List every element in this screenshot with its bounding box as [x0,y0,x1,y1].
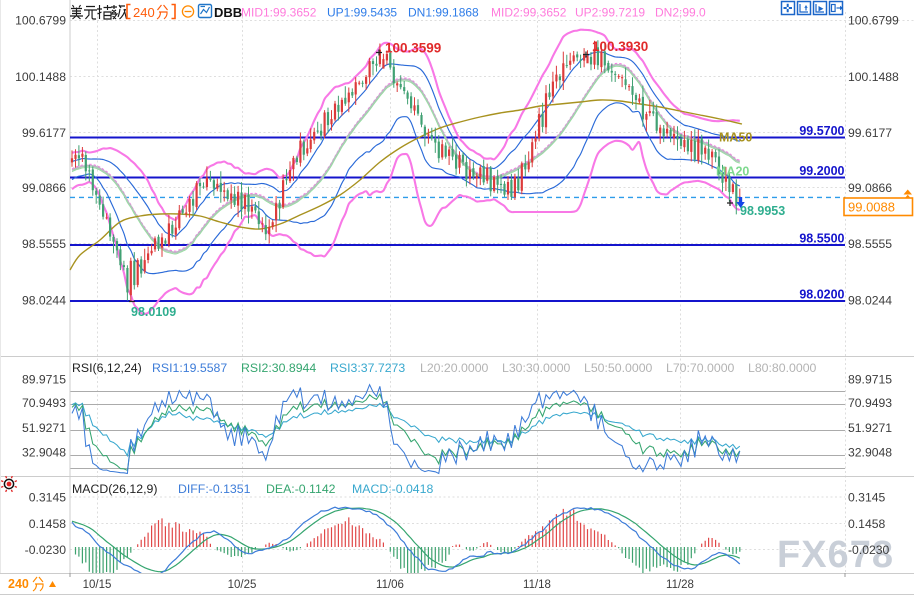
svg-text:32.9048: 32.9048 [22,446,66,460]
svg-text:100.1488: 100.1488 [848,70,899,84]
svg-text:99.6177: 99.6177 [848,126,892,140]
svg-text:10/15: 10/15 [83,579,112,591]
svg-text:UP1:99.5435: UP1:99.5435 [327,6,397,20]
svg-text:DBB: DBB [214,5,242,20]
svg-text:RSI1:19.5587: RSI1:19.5587 [152,361,227,375]
svg-text:L30:30.0000: L30:30.0000 [502,361,571,375]
svg-text:89.9715: 89.9715 [22,373,66,387]
svg-text:70.9493: 70.9493 [848,396,892,410]
svg-text:L70:70.0000: L70:70.0000 [666,361,735,375]
svg-text:RSI(6,12,24): RSI(6,12,24) [72,361,142,375]
svg-text:98.5555: 98.5555 [22,237,66,251]
svg-text:11/18: 11/18 [523,579,551,591]
svg-text:100.1488: 100.1488 [15,70,66,84]
svg-text:0.3145: 0.3145 [29,491,66,505]
svg-text:99.0088: 99.0088 [848,200,895,215]
svg-text:100.6799: 100.6799 [848,14,899,28]
svg-text:100.3930: 100.3930 [592,39,648,54]
svg-text:11/06: 11/06 [376,579,404,591]
svg-text:98.0244: 98.0244 [848,294,892,308]
svg-text:FX678: FX678 [777,534,894,576]
svg-text:0.1458: 0.1458 [848,517,885,531]
svg-text:100.3599: 100.3599 [385,41,441,56]
svg-text:DN2:99.0: DN2:99.0 [655,6,706,20]
svg-text:RSI3:37.7273: RSI3:37.7273 [330,361,405,375]
svg-text:51.9271: 51.9271 [848,421,892,435]
svg-text:-0.0230: -0.0230 [848,543,890,557]
svg-text:99.2000: 99.2000 [799,164,844,178]
svg-text:RSI2:30.8944: RSI2:30.8944 [241,361,316,375]
svg-text:98.9953: 98.9953 [740,204,785,218]
svg-text:L50:50.0000: L50:50.0000 [584,361,653,375]
svg-text:L80:80.0000: L80:80.0000 [748,361,817,375]
svg-text:89.9715: 89.9715 [848,373,892,387]
svg-text:70.9493: 70.9493 [22,396,66,410]
svg-text:10/25: 10/25 [228,579,257,591]
svg-text:98.0244: 98.0244 [22,294,66,308]
svg-text:99.0866: 99.0866 [848,181,892,195]
svg-text:99.6177: 99.6177 [22,126,66,140]
svg-text:DIFF:-0.1351: DIFF:-0.1351 [178,482,251,496]
svg-text:98.0109: 98.0109 [131,305,176,319]
svg-text:L20:20.0000: L20:20.0000 [420,361,489,375]
svg-text:MA50: MA50 [719,131,752,145]
svg-text:MA20: MA20 [716,165,749,179]
svg-text:UP2:99.7219: UP2:99.7219 [575,6,645,20]
svg-text:100.6799: 100.6799 [15,14,66,28]
svg-text:DN1:99.1868: DN1:99.1868 [408,6,479,20]
svg-text:98.5555: 98.5555 [848,237,892,251]
svg-text:0.3145: 0.3145 [848,491,885,505]
svg-text:MID2:99.3652: MID2:99.3652 [491,6,567,20]
svg-text:240: 240 [133,5,155,20]
svg-text:240: 240 [8,577,29,591]
svg-text:11/28: 11/28 [666,579,694,591]
svg-text:32.9048: 32.9048 [848,446,892,460]
svg-text:MACD:-0.0418: MACD:-0.0418 [352,482,433,496]
svg-text:-0.0230: -0.0230 [25,543,67,557]
svg-text:98.0200: 98.0200 [799,288,844,302]
svg-text:99.0866: 99.0866 [22,181,66,195]
svg-text:98.5500: 98.5500 [799,232,844,246]
svg-text:51.9271: 51.9271 [22,421,66,435]
svg-text:0.1458: 0.1458 [29,517,66,531]
svg-text:MACD(26,12,9): MACD(26,12,9) [72,482,157,496]
svg-text:MID1:99.3652: MID1:99.3652 [241,6,317,20]
svg-text:DEA:-0.1142: DEA:-0.1142 [266,482,336,496]
svg-text:99.5700: 99.5700 [799,124,844,138]
